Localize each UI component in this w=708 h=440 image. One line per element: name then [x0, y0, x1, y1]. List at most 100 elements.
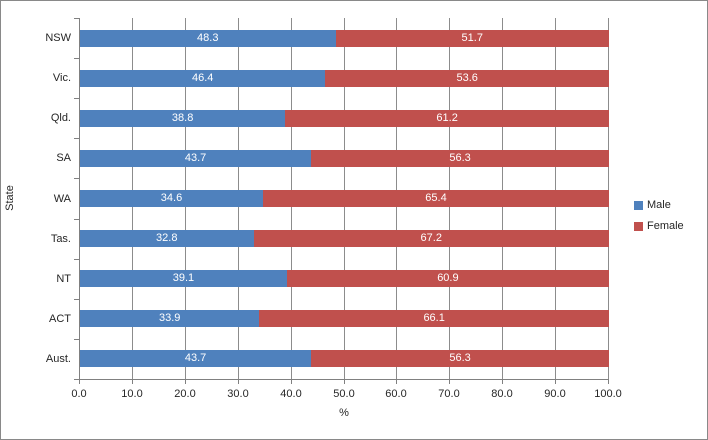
female-bar-segment: 66.1	[259, 310, 609, 328]
male-data-label: 38.8	[171, 111, 194, 124]
x-tick-label: 0.0	[71, 388, 87, 400]
y-axis-tick	[74, 58, 79, 59]
category-label: Qld.	[50, 112, 71, 124]
female-bar-segment: 61.2	[285, 109, 609, 127]
bar-row: 48.3 51.7	[80, 18, 609, 58]
male-bar-segment: 34.6	[80, 189, 264, 207]
female-bar-segment: 60.9	[286, 270, 609, 288]
stacked-bar: 39.1 60.9	[80, 270, 609, 288]
legend-label-female: Female	[647, 220, 684, 232]
bar-row: 34.6 65.4	[80, 178, 609, 218]
x-tick-label: 20.0	[174, 388, 196, 400]
stacked-bar: 34.6 65.4	[80, 189, 609, 207]
female-bar-segment: 56.3	[311, 149, 609, 167]
x-axis-tick	[238, 380, 239, 384]
legend-item-female: Female	[634, 221, 684, 232]
male-data-label: 34.6	[160, 191, 183, 204]
category-label: NSW	[45, 32, 71, 44]
legend-label-male: Male	[647, 199, 671, 211]
y-axis-tick	[74, 18, 79, 19]
male-bar-segment: 38.8	[80, 109, 286, 127]
female-bar-segment: 67.2	[253, 230, 609, 248]
female-data-label: 56.3	[449, 151, 471, 164]
male-data-label: 33.9	[158, 312, 181, 325]
male-bar-segment: 39.1	[80, 270, 287, 288]
male-bar-segment: 43.7	[80, 350, 312, 368]
female-bar-segment: 51.7	[335, 29, 609, 47]
female-bar-segment: 56.3	[311, 350, 609, 368]
y-axis-title: State	[3, 185, 16, 211]
category-label: NT	[56, 273, 71, 285]
legend: Male Female	[634, 200, 684, 232]
x-axis-tick	[291, 380, 292, 384]
x-tick-label: 90.0	[544, 388, 566, 400]
female-bar-segment: 65.4	[263, 189, 609, 207]
category-label: ACT	[49, 313, 71, 325]
male-data-label: 43.7	[184, 151, 207, 164]
x-tick-label: 70.0	[438, 388, 460, 400]
stacked-bar: 46.4 53.6	[80, 69, 609, 87]
x-tick-label: 10.0	[121, 388, 143, 400]
plot-area: 48.3 51.7 46.4 53.6 38.8 61.2 43.7 56.3 34.6 65.4…	[79, 18, 609, 380]
male-data-label: 48.3	[197, 31, 219, 44]
y-axis-tick	[74, 259, 79, 260]
stacked-bar: 48.3 51.7	[80, 29, 609, 47]
male-swatch-icon	[634, 201, 643, 210]
x-tick-label: 40.0	[280, 388, 302, 400]
legend-item-male: Male	[634, 200, 684, 211]
male-bar-segment: 48.3	[80, 29, 336, 47]
bar-row: 39.1 60.9	[80, 259, 609, 299]
category-label: Tas.	[50, 233, 71, 245]
male-bar-segment: 32.8	[80, 230, 254, 248]
bar-row: 33.9 66.1	[80, 299, 609, 339]
stacked-bar: 38.8 61.2	[80, 109, 609, 127]
female-data-label: 53.6	[456, 71, 478, 84]
female-swatch-icon	[634, 222, 643, 231]
x-axis-tick	[185, 380, 186, 384]
male-data-label: 32.8	[156, 232, 178, 245]
male-data-label: 46.4	[192, 71, 214, 84]
female-data-label: 56.3	[449, 352, 471, 365]
female-data-label: 66.1	[423, 312, 445, 325]
y-axis-tick	[74, 178, 79, 179]
y-axis-tick	[74, 339, 79, 340]
bar-row: 32.8 67.2	[80, 219, 609, 259]
x-axis-tick	[608, 380, 609, 384]
bar-row: 43.7 56.3	[80, 138, 609, 178]
male-bar-segment: 43.7	[80, 149, 312, 167]
x-axis-tick	[449, 380, 450, 384]
y-axis-tick	[74, 219, 79, 220]
y-axis-tick	[74, 98, 79, 99]
bar-row: 43.7 56.3	[80, 339, 609, 379]
y-axis-tick	[74, 379, 79, 380]
female-bar-segment: 53.6	[325, 69, 609, 87]
x-axis-tick	[396, 380, 397, 384]
stacked-bar: 33.9 66.1	[80, 310, 609, 328]
x-tick-label: 80.0	[491, 388, 513, 400]
category-label: WA	[53, 193, 71, 205]
stacked-bar: 32.8 67.2	[80, 230, 609, 248]
x-axis-title: %	[339, 407, 349, 419]
female-data-label: 67.2	[420, 232, 442, 245]
category-label: SA	[56, 152, 71, 164]
x-axis-tick	[132, 380, 133, 384]
category-label: Vic.	[52, 72, 71, 84]
female-data-label: 51.7	[461, 31, 483, 44]
x-axis-tick	[502, 380, 503, 384]
x-axis-tick	[555, 380, 556, 384]
y-axis-tick	[74, 138, 79, 139]
x-tick-label: 60.0	[385, 388, 407, 400]
x-tick-label: 30.0	[227, 388, 249, 400]
bar-row: 46.4 53.6	[80, 58, 609, 98]
female-data-label: 61.2	[436, 111, 458, 124]
bar-row: 38.8 61.2	[80, 98, 609, 138]
x-axis-tick	[344, 380, 345, 384]
y-axis-tick	[74, 299, 79, 300]
male-bar-segment: 46.4	[80, 69, 326, 87]
x-axis-tick	[79, 380, 80, 384]
male-data-label: 43.7	[184, 352, 207, 365]
x-tick-label: 50.0	[333, 388, 355, 400]
male-bar-segment: 33.9	[80, 310, 260, 328]
female-data-label: 60.9	[437, 272, 459, 285]
